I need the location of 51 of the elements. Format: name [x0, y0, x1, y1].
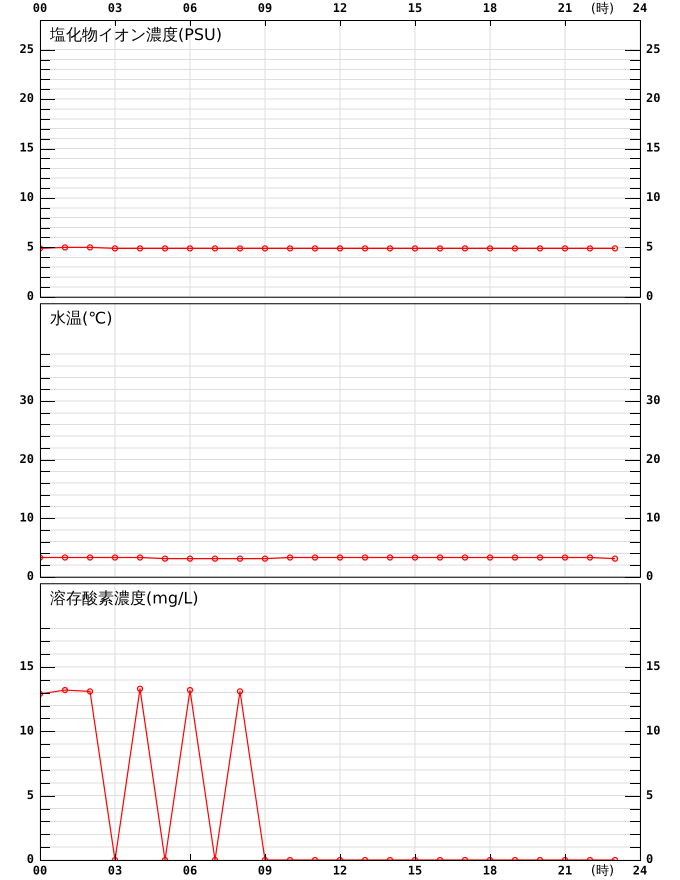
x-tick-label: 18 [482, 0, 498, 15]
x-axis-title: (時) [590, 863, 614, 878]
x-tick-label: 09 [258, 863, 272, 878]
y2-tick-label: 10 [646, 190, 660, 204]
y-tick-label: 25 [20, 42, 34, 56]
x-tick-label: 06 [182, 0, 198, 15]
x-tick-label: 09 [258, 0, 272, 15]
y2-tick-label: 15 [646, 140, 660, 155]
y2-tick-label: 0 [646, 568, 654, 583]
x-tick-label: 00 [32, 0, 48, 15]
x-tick-label: 03 [108, 863, 122, 878]
y-tick-label: 0 [26, 568, 34, 583]
y-tick-label: 0 [26, 288, 34, 303]
y2-tick-label: 5 [646, 788, 654, 802]
y2-tick-label: 0 [646, 288, 654, 303]
x-tick-label: 21 [558, 863, 572, 878]
x-tick-label: 24 [632, 0, 648, 15]
y-tick-label: 5 [26, 788, 34, 802]
y-tick-label: 20 [20, 91, 34, 106]
y2-tick-label: 10 [646, 723, 660, 738]
y2-tick-label: 0 [646, 852, 654, 866]
y2-tick-label: 30 [646, 393, 660, 408]
x-axis-title: (時) [590, 1, 614, 16]
chart-title: 水温(℃) [50, 308, 112, 328]
y-tick-label: 0 [26, 852, 34, 866]
y-tick-label: 5 [26, 239, 34, 254]
x-tick-label: 12 [332, 863, 348, 878]
x-tick-label: 24 [632, 863, 648, 878]
y2-tick-label: 20 [646, 91, 660, 106]
y2-tick-label: 15 [646, 659, 660, 674]
x-tick-label: 12 [332, 0, 348, 15]
y-tick-label: 10 [20, 510, 34, 524]
y-tick-label: 20 [20, 452, 34, 466]
y-tick-label: 15 [20, 140, 34, 155]
chart-title: 溶存酸素濃度(mg/L) [50, 588, 199, 608]
x-tick-label: 21 [558, 0, 572, 15]
y2-tick-label: 10 [646, 510, 660, 524]
x-tick-label: 00 [32, 863, 48, 878]
y-tick-label: 10 [20, 723, 34, 738]
y-tick-label: 10 [20, 190, 34, 204]
chart-title: 塩化物イオン濃度(PSU) [49, 25, 222, 44]
x-tick-label: 15 [408, 0, 422, 15]
x-tick-label: 06 [182, 863, 198, 878]
y-tick-label: 15 [20, 659, 34, 674]
y-tick-label: 30 [20, 393, 34, 408]
x-tick-label: 03 [108, 0, 122, 15]
y2-tick-label: 25 [646, 42, 660, 56]
y2-tick-label: 5 [646, 239, 654, 254]
x-tick-label: 18 [482, 863, 498, 878]
y2-tick-label: 20 [646, 452, 660, 466]
x-tick-label: 15 [408, 863, 422, 878]
